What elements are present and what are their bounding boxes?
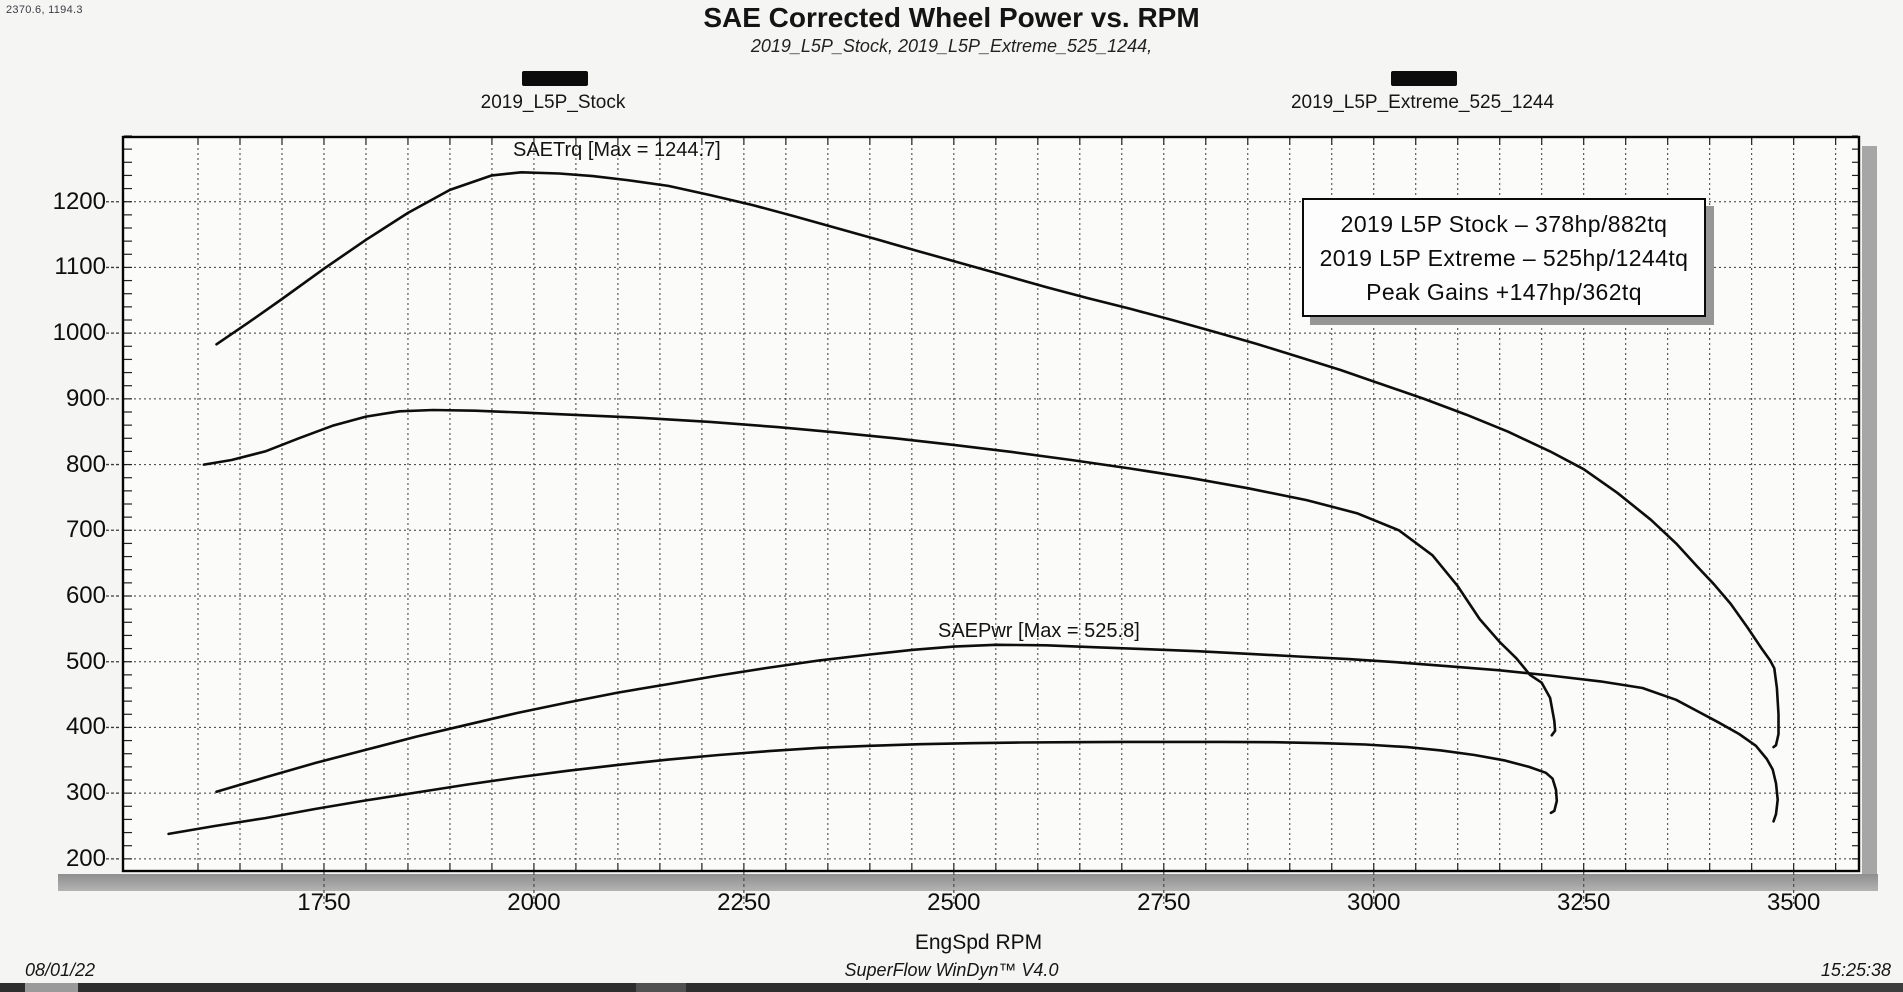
- page-title: SAE Corrected Wheel Power vs. RPM: [703, 2, 1200, 33]
- legend-label-extreme: 2019_L5P_Extreme_525_1244: [1290, 92, 1555, 113]
- scrollbar-segment-right: [1560, 983, 1903, 992]
- bottom-scrollbar-track[interactable]: [0, 983, 1903, 992]
- x-tick-label: 2250: [717, 889, 771, 916]
- legend-label-stock: 2019_L5P_Stock: [480, 92, 626, 113]
- footer-app-name: SuperFlow WinDyn™ V4.0: [844, 960, 1059, 980]
- x-tick-label: 2750: [1137, 889, 1191, 916]
- y-tick-label: 800: [65, 450, 106, 478]
- x-tick-label: 3250: [1556, 889, 1611, 916]
- peak-results-info-box: 2019 L5P Stock – 378hp/882tq 2019 L5P Ex…: [1302, 198, 1706, 317]
- scrollbar-thumb[interactable]: [25, 983, 78, 992]
- y-tick-label: 900: [65, 384, 106, 412]
- info-line-gains: Peak Gains +147hp/362tq: [1366, 278, 1642, 305]
- info-line-extreme: 2019 L5P Extreme – 525hp/1244tq: [1319, 244, 1689, 271]
- dyno-curve: [215, 171, 1780, 749]
- footer-date: 08/01/22: [25, 960, 96, 980]
- x-tick-label: 3500: [1766, 889, 1821, 916]
- y-tick-label: 200: [65, 844, 106, 872]
- x-tick-label: 3000: [1347, 889, 1401, 916]
- y-tick-label: 300: [65, 779, 106, 807]
- y-tick-label: 1100: [54, 253, 106, 281]
- legend-swatch-stock: [522, 71, 588, 86]
- x-axis-title: EngSpd RPM: [914, 931, 1043, 954]
- dyno-curve: [167, 740, 1559, 836]
- x-tick-label: 1750: [297, 889, 351, 916]
- torque-max-annotation: SAETrq [Max = 1244.7]: [513, 139, 721, 161]
- x-tick-label: 2500: [927, 889, 981, 916]
- y-tick-label: 500: [65, 647, 106, 675]
- cursor-coordinates-readout: 2370.6, 1194.3: [6, 4, 83, 16]
- plot-shadow-bottom: [58, 874, 1878, 891]
- dyno-curve: [215, 643, 1779, 823]
- info-line-stock: 2019 L5P Stock – 378hp/882tq: [1340, 210, 1668, 237]
- y-tick-label: 600: [65, 582, 106, 609]
- y-tick-label: 1000: [52, 319, 106, 347]
- legend-swatch-extreme: [1391, 71, 1457, 86]
- plot-shadow-right: [1862, 146, 1877, 891]
- y-tick-label: 1200: [52, 187, 106, 215]
- plot-border: [121, 135, 1861, 873]
- dyno-curve: [202, 408, 1557, 737]
- footer-time: 15:25:38: [1820, 960, 1891, 980]
- y-tick-label: 700: [65, 516, 106, 544]
- power-max-annotation: SAEPwr [Max = 525.8]: [938, 620, 1140, 642]
- x-tick-label: 2000: [507, 889, 561, 916]
- chart-subtitle: 2019_L5P_Stock, 2019_L5P_Extreme_525_124…: [750, 36, 1153, 56]
- y-tick-label: 400: [65, 713, 106, 741]
- scrollbar-segment: [636, 983, 686, 992]
